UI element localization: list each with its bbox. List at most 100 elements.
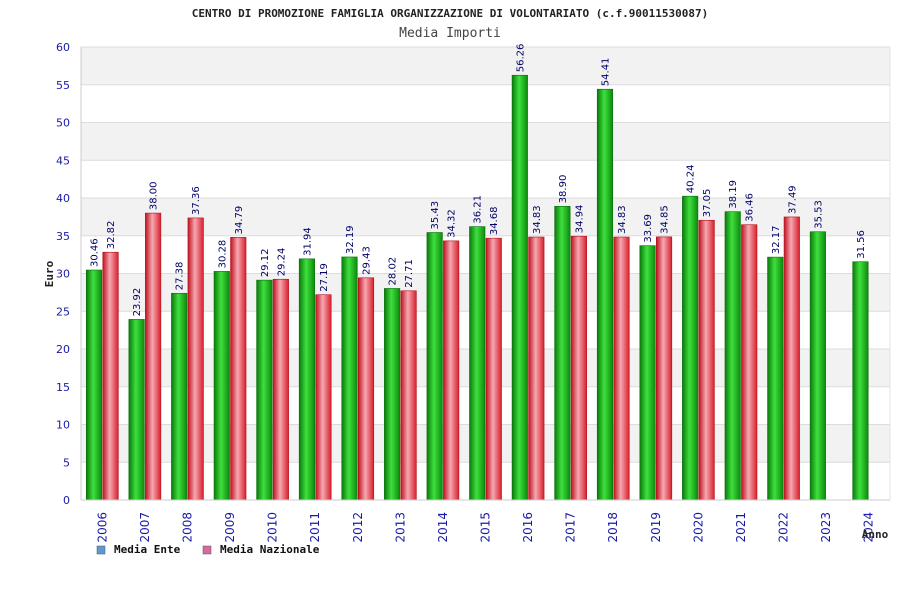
bar-media-ente-2009 [213, 271, 230, 501]
bar-media-nazionale-2014 [443, 240, 460, 501]
data-label: 32.19 [345, 225, 356, 254]
data-label: 34.94 [574, 205, 585, 234]
data-label: 29.12 [260, 249, 271, 278]
x-tick-label: 2020 [691, 512, 705, 543]
bar-media-ente-2014 [426, 232, 443, 501]
data-label: 36.46 [745, 193, 756, 222]
data-label: 36.21 [473, 195, 484, 224]
bar-media-ente-2024 [852, 261, 869, 501]
x-tick-label: 2016 [521, 512, 535, 543]
bar-media-nazionale-2011 [315, 294, 332, 501]
bar-media-ente-2018 [596, 88, 614, 501]
plot-band [81, 84, 890, 123]
y-tick-label: 5 [63, 456, 70, 469]
data-label: 30.46 [90, 238, 101, 267]
y-tick-label: 15 [56, 381, 70, 394]
data-label: 32.82 [106, 221, 117, 250]
plot-band [81, 160, 890, 198]
data-label: 35.53 [813, 200, 824, 229]
data-label: 37.49 [787, 185, 798, 214]
y-tick-label: 35 [56, 230, 70, 243]
data-label: 54.41 [600, 58, 611, 87]
x-tick-label: 2009 [223, 512, 237, 543]
x-tick-label: 2023 [819, 512, 833, 543]
bar-media-ente-2010 [256, 279, 273, 501]
data-label: 34.32 [447, 209, 458, 238]
y-tick-label: 10 [56, 419, 70, 432]
y-tick-label: 25 [56, 305, 70, 318]
x-axis-ticks: 2006 2007 2008 2009 2010 2011 2012 2013 2014 2015… [95, 512, 875, 543]
data-label: 37.05 [702, 189, 713, 218]
x-tick-label: 2006 [95, 512, 109, 543]
data-label: 56.26 [515, 44, 526, 73]
data-label: 34.68 [489, 207, 500, 236]
y-tick-label: 45 [56, 154, 70, 167]
data-label: 34.85 [660, 205, 671, 234]
y-tick-label: 50 [56, 117, 70, 130]
data-label: 23.92 [132, 288, 143, 317]
data-label: 38.00 [149, 181, 160, 210]
x-tick-label: 2018 [606, 512, 620, 543]
bar-media-nazionale-2013 [400, 290, 417, 501]
y-axis-ticks: 0 5 10 15 20 25 30 35 40 45 50 55 60 [56, 41, 70, 507]
x-tick-label: 2013 [393, 512, 407, 543]
value-labels: 30.46 23.92 27.38 30.28 29.12 31.94 32.19 28.02… [90, 44, 867, 317]
y-axis-label: Euro [43, 260, 56, 287]
y-tick-label: 60 [56, 41, 70, 54]
x-tick-label: 2014 [436, 512, 450, 543]
bar-media-nazionale-2012 [357, 277, 375, 501]
bar-media-nazionale-2022 [783, 216, 800, 501]
data-label: 37.36 [191, 186, 202, 215]
x-tick-label: 2024 [862, 512, 876, 543]
data-label: 27.19 [319, 263, 330, 292]
data-label: 38.19 [728, 180, 739, 209]
x-tick-label: 2007 [138, 512, 152, 543]
bar-media-ente-2012 [341, 256, 358, 501]
x-tick-label: 2008 [180, 512, 194, 543]
chart-title: CENTRO DI PROMOZIONE FAMIGLIA ORGANIZZAZ… [192, 7, 709, 20]
bar-media-nazionale-2018 [613, 236, 630, 501]
bar-media-nazionale-2019 [656, 236, 673, 501]
bar-media-nazionale-2020 [698, 219, 715, 501]
data-label: 28.02 [388, 257, 399, 286]
legend-swatch-media-ente [96, 545, 106, 555]
bar-media-nazionale-2009 [230, 237, 247, 501]
data-label: 32.17 [771, 225, 782, 254]
data-label: 34.83 [617, 205, 628, 234]
y-tick-label: 20 [56, 343, 70, 356]
y-tick-label: 0 [63, 494, 70, 507]
x-tick-label: 2019 [649, 512, 663, 543]
plot-band [81, 47, 890, 85]
x-tick-label: 2012 [351, 512, 365, 543]
bar-media-ente-2016 [511, 74, 528, 501]
bar-media-ente-2008 [171, 292, 188, 501]
bar-media-ente-2021 [724, 211, 741, 501]
bar-media-ente-2015 [469, 226, 486, 501]
x-tick-label: 2010 [266, 512, 280, 543]
x-tick-label: 2021 [734, 512, 748, 543]
data-label: 34.83 [532, 205, 543, 234]
bar-media-ente-2023 [809, 231, 826, 501]
plot-band [81, 122, 890, 161]
bar-media-nazionale-2021 [741, 224, 758, 501]
legend-label-media-ente: Media Ente [114, 543, 181, 556]
y-tick-label: 55 [56, 79, 70, 92]
legend-swatch-media-nazionale [202, 545, 212, 555]
bars-group [85, 74, 869, 501]
y-tick-label: 30 [56, 268, 70, 281]
x-axis-label: Anno [862, 528, 889, 541]
bar-media-ente-2007 [128, 319, 145, 501]
x-tick-label: 2011 [308, 512, 322, 543]
axes [80, 47, 891, 501]
bar-media-nazionale-2015 [485, 237, 502, 501]
bar-media-nazionale-2006 [102, 251, 119, 501]
data-label: 35.43 [430, 201, 441, 230]
data-label: 27.71 [404, 259, 415, 288]
data-label: 29.43 [362, 246, 373, 275]
bar-media-nazionale-2008 [187, 217, 204, 501]
bar-media-ente-2013 [384, 288, 401, 501]
data-label: 40.24 [686, 165, 697, 194]
data-label: 33.69 [643, 214, 654, 243]
data-label: 38.90 [558, 175, 569, 204]
